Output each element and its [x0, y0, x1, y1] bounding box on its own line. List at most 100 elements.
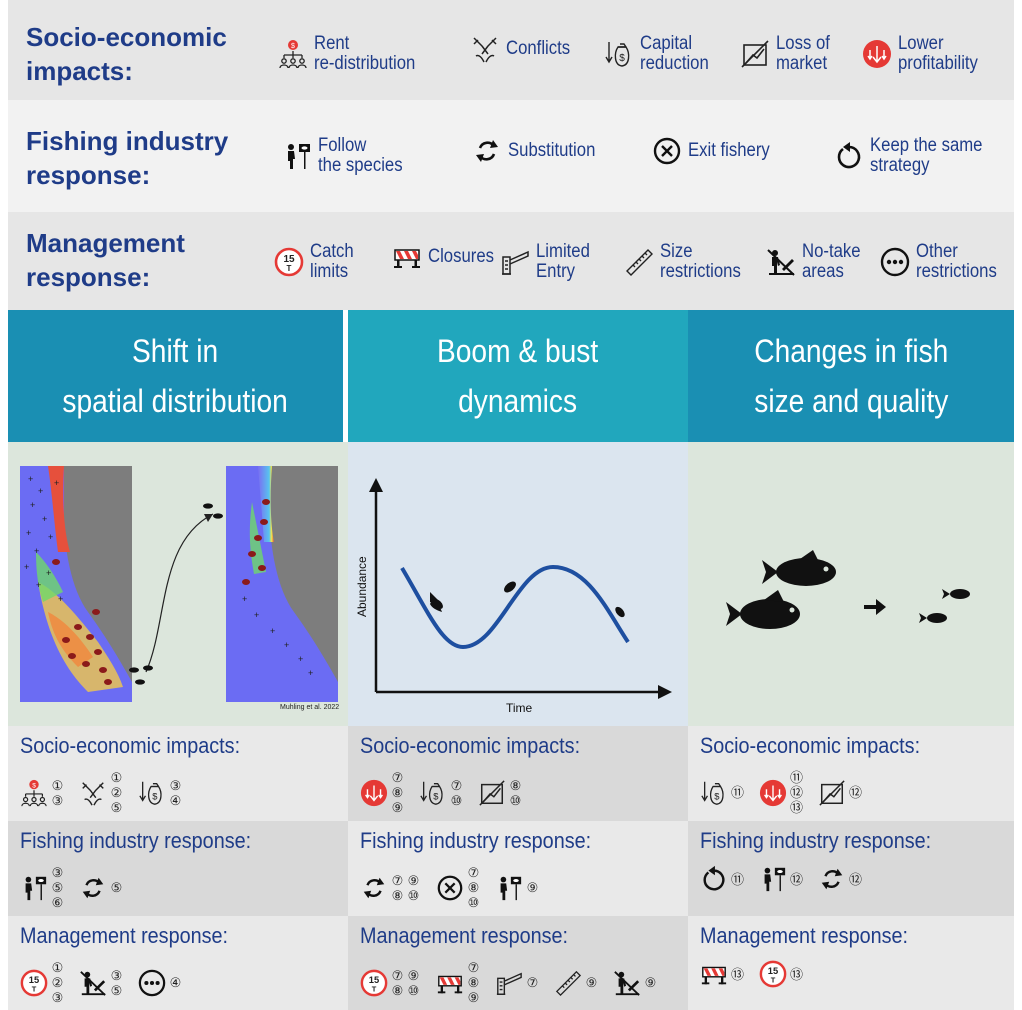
legend-no-take-areas: No-take areas: [766, 242, 869, 282]
lower-profitability-icon: [759, 779, 787, 807]
abundance-chart: Abundance Time: [355, 478, 672, 715]
reference-number: ③: [110, 967, 123, 983]
svg-text:15: 15: [369, 975, 379, 985]
svg-text:+: +: [26, 528, 31, 538]
reference-number: ⑦: [391, 770, 404, 785]
no-take-areas-icon: [79, 969, 107, 997]
other-restrictions-icon: [138, 969, 166, 997]
col2-management-row: Management response: 15 T ⑦ ⑨ ⑧ ⑩ ⑦ ⑧ ⑨ ⑦ ⑨ ⑨: [348, 916, 688, 1010]
reference-number: ⑨: [526, 880, 539, 895]
icon-reference-group: ⑪: [700, 865, 745, 893]
reference-number: ⑫: [789, 871, 803, 887]
catch-limits-icon: 15 T: [20, 969, 48, 997]
legend-label: Closures: [428, 246, 494, 267]
svg-text:T: T: [32, 984, 37, 993]
socio-economic-legend: Socio-economic impacts: $ Rent re-distrib…: [8, 0, 1014, 100]
svg-text:$: $: [32, 782, 36, 789]
reference-number: ⑫: [789, 785, 803, 800]
follow-species-icon: [495, 874, 523, 902]
row-title: Socio-economic impacts:: [700, 733, 921, 758]
col1-socio-row: Socio-economic impacts: $ ① ③ ① ② ⑤ $ ③ ④: [8, 726, 348, 821]
svg-text:$: $: [433, 791, 439, 801]
reference-number: ⑨: [585, 975, 598, 990]
reference-number: ⑦: [391, 967, 404, 983]
svg-text:+: +: [46, 568, 51, 578]
substitution-icon: [472, 136, 502, 166]
legend-follow-species: Follow the species: [282, 136, 414, 176]
col2-socio-row: Socio-economic impacts: ⑦ ⑧ ⑨ $ ⑦ ⑩ ⑧ ⑩: [348, 726, 688, 821]
svg-text:+: +: [54, 478, 59, 488]
reference-number: ⑥: [51, 895, 64, 910]
capital-reduction-icon: $: [419, 779, 447, 807]
legend-capital-reduction: $ Capital reduction: [604, 34, 718, 74]
column-header-boom-bust: Boom & bust dynamics: [348, 310, 688, 442]
svg-text:T: T: [372, 984, 377, 993]
management-legend: Management response: 15 T Catch limits Clos…: [8, 212, 1014, 310]
svg-text:+: +: [254, 610, 259, 620]
reference-number: ⑧: [467, 880, 480, 895]
reference-numbers: ⑬: [789, 967, 804, 982]
large-fish-icon: [762, 550, 836, 586]
rent-redistribution-icon: $: [20, 779, 48, 807]
no-take-areas-icon: [613, 969, 641, 997]
substitution-icon: [79, 874, 107, 902]
reference-number: ⑤: [110, 800, 123, 815]
reference-number: ⑬: [789, 800, 803, 815]
chart-fish-icons: [430, 581, 625, 618]
reference-number: ⑤: [51, 880, 64, 895]
reference-numbers: ⑫: [848, 785, 863, 800]
column-header-size-quality: Changes in fish size and quality: [688, 310, 1014, 442]
icon-reference-group: ⑨: [495, 874, 540, 902]
legend-label: Keep the same strategy: [870, 135, 983, 176]
map-after: + + + + + +: [226, 466, 338, 702]
reference-number: ③: [51, 792, 64, 808]
distribution-maps: +++ ++ + +++ +++ +++ +++: [20, 466, 338, 702]
reference-number: ⑨: [391, 800, 404, 815]
reference-number: ⑤: [110, 982, 123, 998]
svg-text:T: T: [771, 975, 776, 984]
conflicts-icon: [79, 779, 107, 807]
reference-number: ③: [169, 777, 182, 793]
reference-numbers: ⑨: [584, 975, 599, 990]
map-credit: Muhling et al. 2022: [280, 704, 340, 711]
svg-text:T: T: [287, 264, 292, 273]
reference-number: ⑫: [848, 785, 862, 800]
substitution-icon: [818, 865, 846, 893]
svg-text:+: +: [48, 532, 53, 542]
col3-fishing-row: Fishing industry response: ⑪ ⑫ ⑫: [688, 821, 1014, 916]
reference-number: ⑨: [407, 872, 420, 888]
spatial-shift-panel: + + + + + + + + + + + + + + + + + +: [8, 442, 348, 726]
reference-numbers: ⑪: [730, 785, 745, 800]
svg-text:+: +: [30, 500, 35, 510]
svg-text:+: +: [58, 594, 63, 604]
reference-number: ⑩: [407, 982, 420, 998]
svg-text:+: +: [34, 546, 39, 556]
reference-number: ⑬: [789, 966, 803, 982]
y-axis-label: Abundance: [355, 556, 369, 617]
exit-fishery-icon: [652, 136, 682, 166]
icon-reference-group: ⑨: [613, 969, 658, 997]
legend-exit-fishery: Exit fishery: [652, 136, 781, 166]
svg-text:+: +: [298, 654, 303, 664]
abundance-curve: [400, 564, 630, 650]
icon-reference-group: 15 T ⑬: [759, 960, 804, 988]
row-title: Management response:: [360, 923, 569, 948]
reference-number: ⑩: [509, 792, 522, 808]
legend-closures: Closures: [392, 242, 503, 272]
row-title: Management response:: [20, 923, 229, 948]
icon-reference-group: ⑬: [700, 960, 745, 988]
reference-number: ⑨: [407, 967, 420, 983]
